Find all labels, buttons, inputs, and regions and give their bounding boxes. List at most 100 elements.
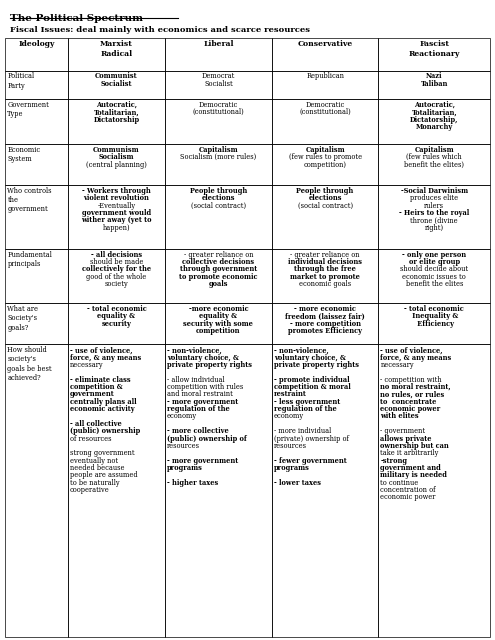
Text: programs: programs [274,464,309,472]
Text: - all decisions: - all decisions [91,250,142,259]
Bar [165,144,272,185]
Bar [5,99,68,144]
Text: Capitalism: Capitalism [198,146,238,154]
Text: - more economic: - more economic [294,305,356,313]
Text: should decide about: should decide about [400,265,468,273]
Text: competition with rules: competition with rules [167,383,243,391]
Text: Socialist: Socialist [101,80,132,88]
Bar [272,303,379,344]
Text: (constitutional): (constitutional) [299,108,351,116]
Text: resources: resources [167,442,200,450]
Text: through government: through government [180,265,257,273]
Text: promotes Efficiency: promotes Efficiency [288,327,362,335]
Text: Government
Type: Government Type [7,101,50,118]
Bar [165,303,272,344]
Text: Democratic: Democratic [199,101,238,109]
Text: economic activity: economic activity [70,405,135,413]
Bar [68,344,165,637]
Text: (public) ownership: (public) ownership [70,428,140,435]
Text: Monarchy: Monarchy [416,123,453,131]
Text: benefit the elites): benefit the elites) [404,161,464,168]
Text: Democrat: Democrat [201,72,235,81]
Text: Fascist
Reactionary: Fascist Reactionary [408,40,460,58]
Text: take it arbitrarily: take it arbitrarily [381,449,439,458]
Text: should be made: should be made [90,258,143,266]
Text: concentration of: concentration of [381,486,436,494]
Text: Who controls
the
government: Who controls the government [7,187,52,213]
Text: - higher taxes: - higher taxes [167,479,218,487]
Text: Marxist
Radical: Marxist Radical [100,40,133,58]
Bar [272,344,379,637]
Bar [165,248,272,303]
Text: Dictatorship,: Dictatorship, [410,116,458,124]
Bar [5,70,68,99]
Text: to  concentrate: to concentrate [381,398,437,406]
Text: Capitalism: Capitalism [414,146,454,154]
Text: cooperative: cooperative [70,486,110,494]
Text: people are assumed: people are assumed [70,472,138,479]
Text: (central planning): (central planning) [86,161,147,168]
Text: produces elite: produces elite [410,195,458,202]
Text: economy: economy [274,413,304,420]
Bar [5,185,68,248]
Bar [379,185,490,248]
Text: government would: government would [82,209,151,217]
Bar [379,144,490,185]
Text: no moral restraint,: no moral restraint, [381,383,451,391]
Text: security: security [101,320,132,328]
Bar [272,248,379,303]
Text: Economic
System: Economic System [7,146,41,163]
Text: Communist: Communist [95,72,138,81]
Text: Inequality &: Inequality & [410,312,458,321]
Text: centrally plans all: centrally plans all [70,398,137,406]
Text: Fundamental
principals: Fundamental principals [7,250,52,268]
Text: wither away (yet to: wither away (yet to [81,216,152,225]
Bar [379,99,490,144]
Text: Fiscal Issues: deal mainly with economics and scarce resources: Fiscal Issues: deal mainly with economic… [10,26,310,33]
Text: eventually not: eventually not [70,457,118,465]
Text: - total economic: - total economic [404,305,464,313]
Text: Republican: Republican [306,72,344,81]
Text: economic power: economic power [381,493,436,502]
Text: Autocratic,: Autocratic, [96,101,137,109]
Text: Communism: Communism [93,146,140,154]
Bar [379,248,490,303]
Text: -Eventually: -Eventually [98,202,136,210]
Bar [272,70,379,99]
Text: voluntary choice, &: voluntary choice, & [274,354,346,362]
Bar [68,99,165,144]
Text: economic power: economic power [381,405,441,413]
Bar [379,303,490,344]
Text: private property rights: private property rights [274,361,359,369]
Text: and moral restraint: and moral restraint [167,390,233,399]
Text: The Political Spectrum: The Political Spectrum [10,14,143,23]
Text: to be naturally: to be naturally [70,479,120,487]
Text: necessary: necessary [381,361,414,369]
Text: - fewer government: - fewer government [274,457,346,465]
Bar [165,70,272,99]
Text: to promote economic: to promote economic [179,273,257,280]
Text: ownership but can: ownership but can [381,442,449,450]
Bar [272,38,379,70]
Text: People through: People through [190,187,247,195]
Text: - more government: - more government [167,457,238,465]
Text: throne (divine: throne (divine [410,216,458,225]
Text: - competition with: - competition with [381,376,442,384]
Text: economic issues to: economic issues to [402,273,466,280]
Text: individual decisions: individual decisions [288,258,362,266]
Text: voluntary choice, &: voluntary choice, & [167,354,239,362]
Text: Socialism (more rules): Socialism (more rules) [180,153,256,161]
Bar [5,344,68,637]
Text: Totalitarian,: Totalitarian, [411,108,457,116]
Text: Dictatorship: Dictatorship [94,116,140,124]
Text: right): right) [425,224,444,232]
Text: (constitutional): (constitutional) [193,108,244,116]
Bar [165,99,272,144]
Text: programs: programs [167,464,203,472]
Text: strong government: strong government [70,449,135,458]
Text: - total economic: - total economic [87,305,147,313]
Text: market to promote: market to promote [290,273,360,280]
Text: equality &: equality & [199,312,238,321]
Text: freedom (laissez fair): freedom (laissez fair) [285,312,365,321]
Text: competition): competition) [303,161,346,168]
